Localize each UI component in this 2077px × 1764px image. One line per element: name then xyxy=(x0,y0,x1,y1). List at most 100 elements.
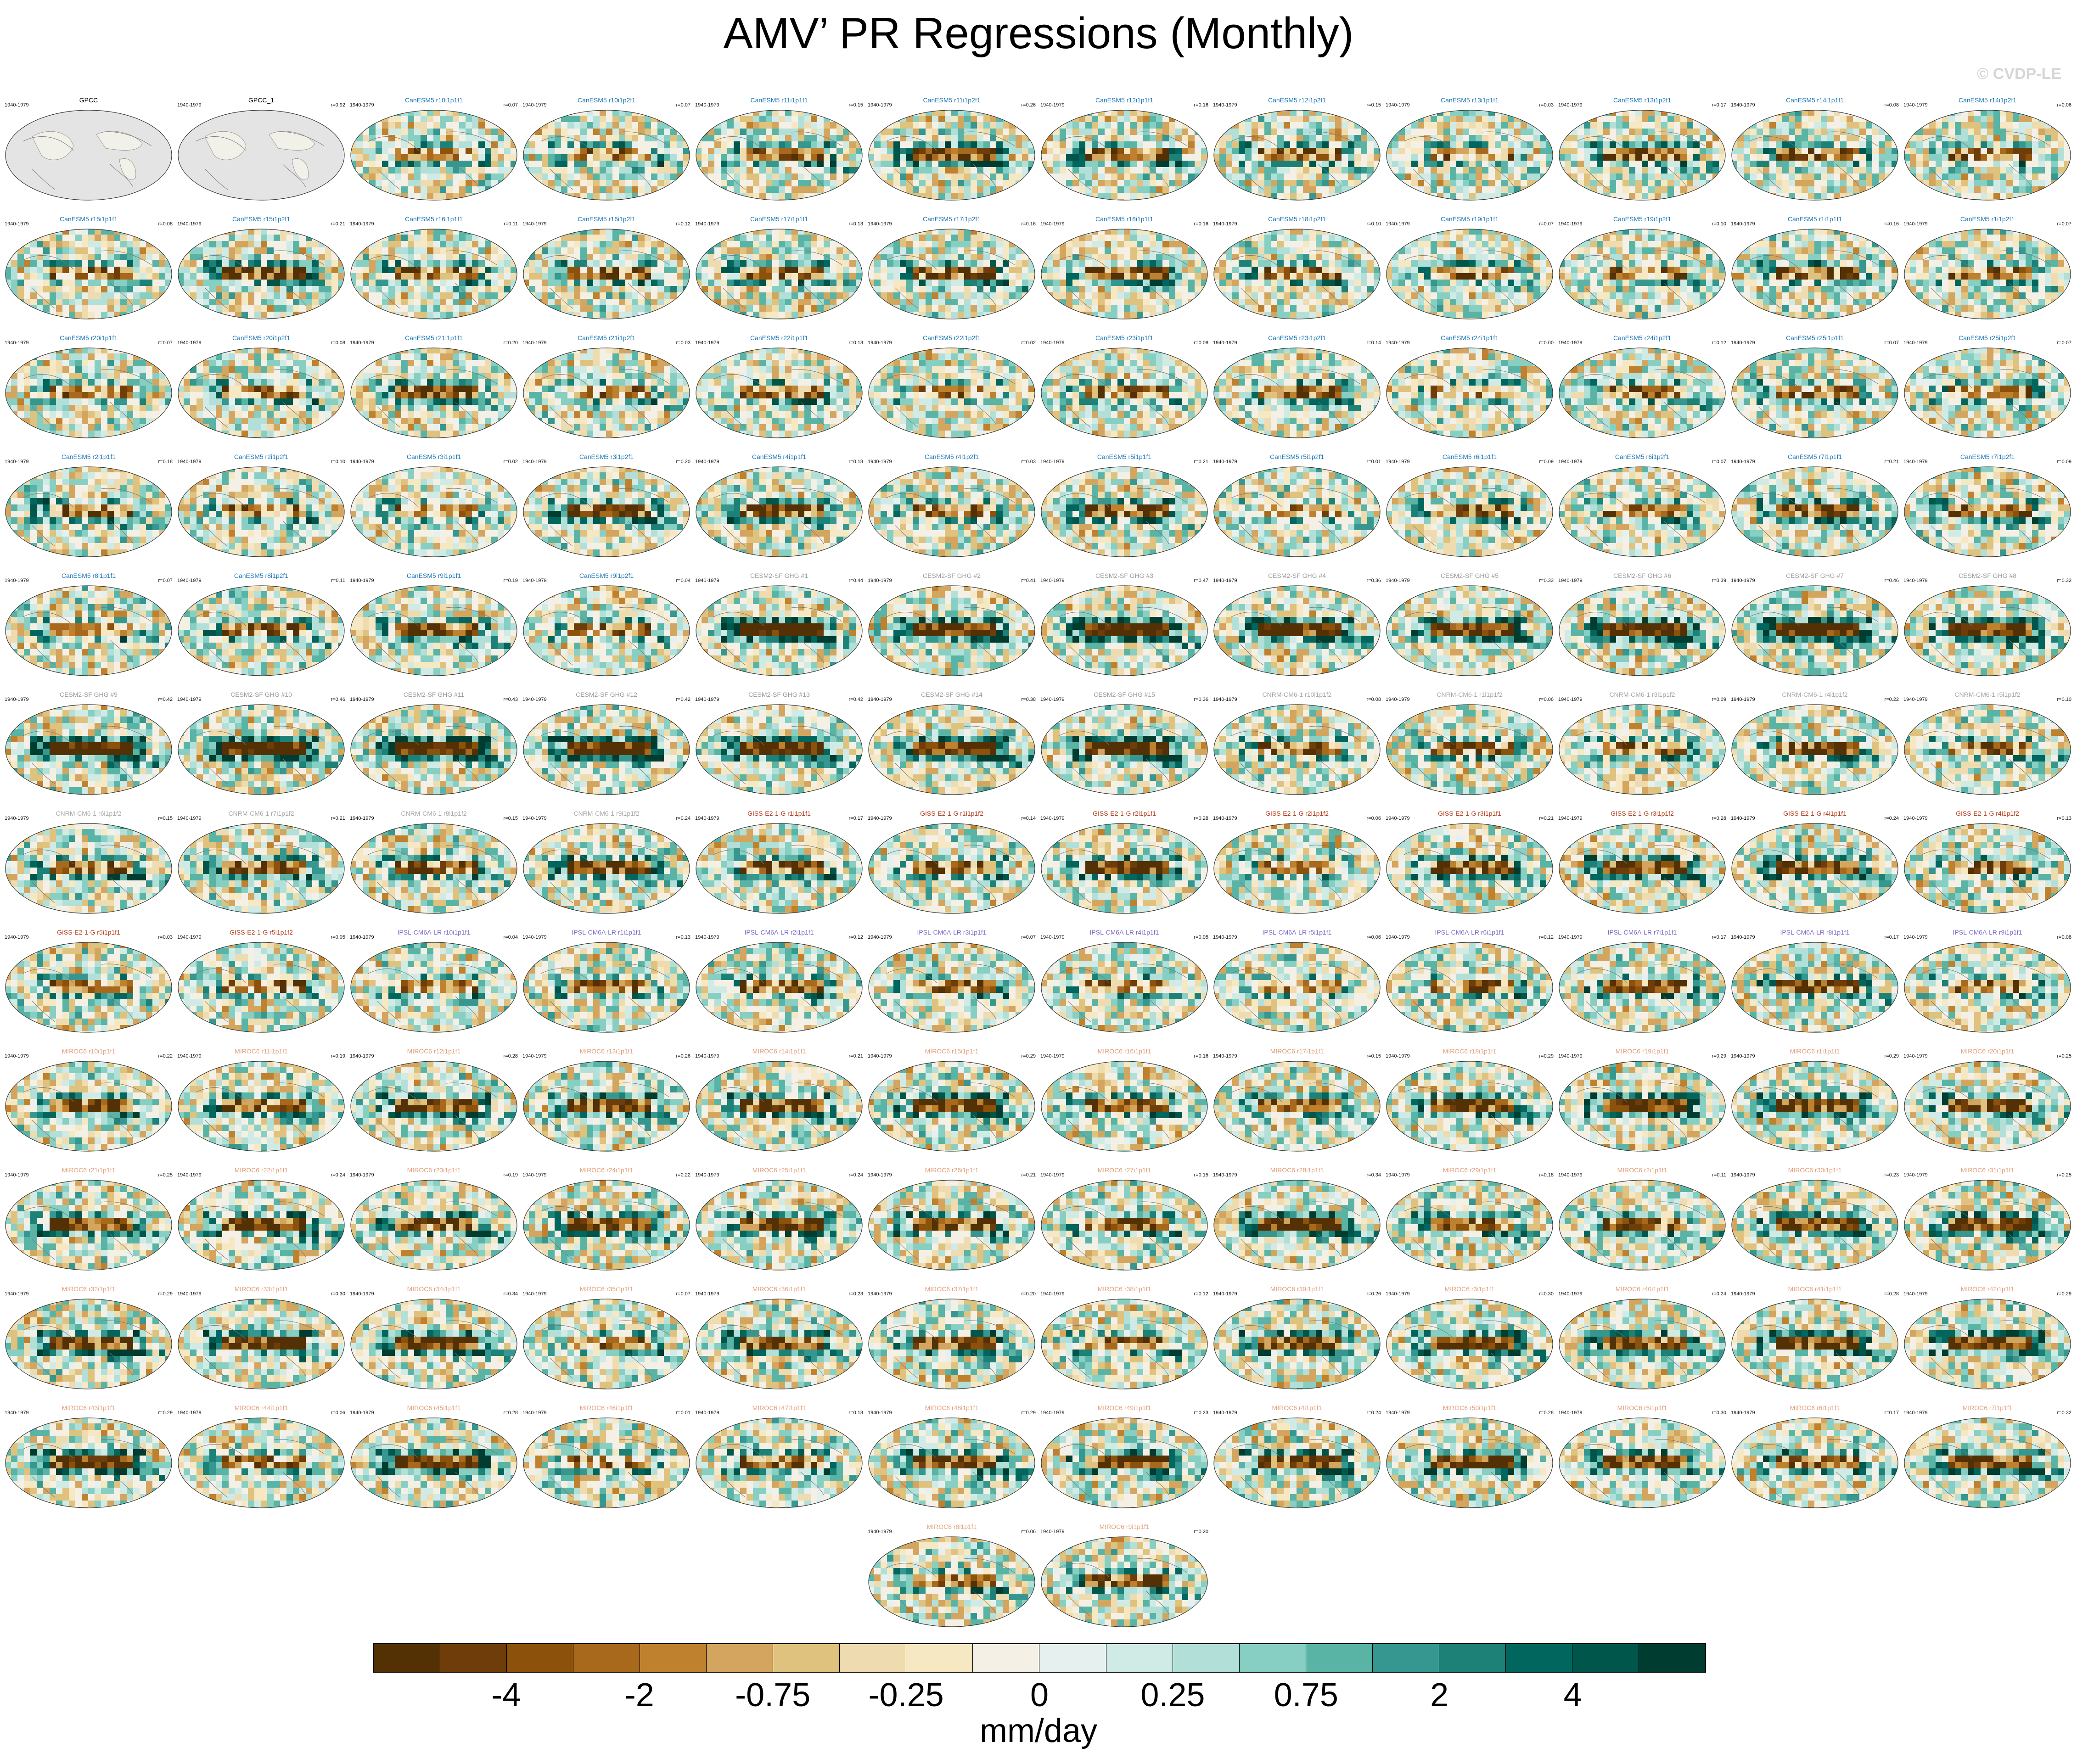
map-panel: CanESM5 r2i1p2f1 1940-1979 r=0.10 xyxy=(177,453,345,559)
panel-title: CanESM5 r25i1p1f1 xyxy=(1731,334,1899,342)
map-panel: GISS-E2-1-G r3i1p1f2 1940-1979 r=0.28 xyxy=(1558,810,1726,915)
regression-map xyxy=(1559,585,1726,676)
map-panel: CESM2-SF GHG #3 1940-1979 r=0.47 xyxy=(1040,572,1208,678)
panel-period: 1940-1979 xyxy=(5,221,29,227)
panel-title: CanESM5 r15i1p1f1 xyxy=(5,215,173,223)
panel-correlation: r=0.15 xyxy=(1367,1053,1381,1059)
map-panel: CanESM5 r15i1p1f1 1940-1979 r=0.08 xyxy=(5,215,173,321)
map-panel: MIROC6 r2i1p1f1 1940-1979 r=0.11 xyxy=(1558,1166,1726,1272)
panel-correlation: r=0.28 xyxy=(1194,816,1209,821)
map-panel: CanESM5 r14i1p1f1 1940-1979 r=0.08 xyxy=(1731,96,1899,202)
panel-correlation: r=0.08 xyxy=(331,340,346,346)
panel-title: MIROC6 r8i1p1f1 xyxy=(868,1523,1036,1530)
regression-map xyxy=(696,942,863,1033)
map-panel: GISS-E2-1-G r4i1p1f2 1940-1979 r=0.13 xyxy=(1903,810,2071,915)
panel-correlation: r=0.20 xyxy=(1194,1529,1209,1534)
map-panel: MIROC6 r47i1p1f1 1940-1979 r=0.18 xyxy=(695,1404,863,1510)
panel-title: IPSL-CM6A-LR r7i1p1f1 xyxy=(1558,929,1726,936)
map-panel: CanESM5 r19i1p1f1 1940-1979 r=0.07 xyxy=(1386,215,1554,321)
map-panel: GISS-E2-1-G r1i1p1f2 1940-1979 r=0.14 xyxy=(868,810,1036,915)
regression-map xyxy=(1904,823,2071,914)
regression-map xyxy=(178,704,345,795)
panel-correlation: r=0.04 xyxy=(676,578,691,583)
panel-period: 1940-1979 xyxy=(350,1291,374,1297)
regression-map xyxy=(350,1299,517,1389)
panel-period: 1940-1979 xyxy=(522,1053,547,1059)
panel-title: IPSL-CM6A-LR r9i1p1f1 xyxy=(1903,929,2071,936)
regression-map xyxy=(1386,1417,1553,1508)
panel-correlation: r=0.10 xyxy=(1367,221,1381,227)
panel-correlation: r=0.24 xyxy=(849,1172,864,1178)
regression-map xyxy=(1041,110,1208,201)
regression-map xyxy=(1386,466,1553,557)
panel-period: 1940-1979 xyxy=(5,578,29,583)
panel-period: 1940-1979 xyxy=(1731,697,1755,702)
regression-map xyxy=(5,942,172,1033)
regression-map xyxy=(178,585,345,676)
map-panel: CanESM5 r19i1p2f1 1940-1979 r=0.10 xyxy=(1558,215,1726,321)
panel-title: MIROC6 r16i1p1f1 xyxy=(1040,1047,1208,1055)
panel-title: CanESM5 r14i1p2f1 xyxy=(1903,96,2071,104)
panel-period: 1940-1979 xyxy=(868,340,892,346)
map-panel: MIROC6 r32i1p1f1 1940-1979 r=0.29 xyxy=(5,1285,173,1391)
regression-map xyxy=(1213,1180,1381,1271)
regression-map xyxy=(868,823,1035,914)
panel-title: IPSL-CM6A-LR r8i1p1f1 xyxy=(1731,929,1899,936)
regression-map xyxy=(178,942,345,1033)
panel-correlation: r=0.13 xyxy=(849,221,864,227)
panel-title: GISS-E2-1-G r4i1p1f2 xyxy=(1903,810,2071,817)
panel-title: CNRM-CM6-1 r3i1p1f2 xyxy=(1558,691,1726,698)
panel-period: 1940-1979 xyxy=(522,935,547,940)
panel-correlation: r=0.10 xyxy=(331,459,346,465)
panel-period: 1940-1979 xyxy=(177,1410,202,1416)
regression-map xyxy=(1213,823,1381,914)
page-title: AMV’ PR Regressions (Monthly) xyxy=(0,8,2077,59)
map-panel: CESM2-SF GHG #2 1940-1979 r=0.41 xyxy=(868,572,1036,678)
panel-period: 1940-1979 xyxy=(522,697,547,702)
panel-title: CanESM5 r19i1p1f1 xyxy=(1386,215,1554,223)
regression-map xyxy=(1904,347,2071,438)
regression-map xyxy=(523,347,690,438)
panel-period: 1940-1979 xyxy=(1213,1053,1237,1059)
panel-title: GISS-E2-1-G r3i1p1f2 xyxy=(1558,810,1726,817)
panel-period: 1940-1979 xyxy=(1040,340,1065,346)
map-panel: MIROC6 r38i1p1f1 1940-1979 r=0.12 xyxy=(1040,1285,1208,1391)
panel-correlation: r=0.08 xyxy=(158,221,173,227)
panel-correlation: r=0.17 xyxy=(1885,1410,1899,1416)
map-panel: IPSL-CM6A-LR r4i1p1f1 1940-1979 r=0.05 xyxy=(1040,929,1208,1034)
panel-title: MIROC6 r30i1p1f1 xyxy=(1731,1166,1899,1174)
panel-title: MIROC6 r43i1p1f1 xyxy=(5,1404,173,1411)
map-panel: CESM2-SF GHG #4 1940-1979 r=0.36 xyxy=(1213,572,1381,678)
regression-map xyxy=(523,1061,690,1152)
panel-correlation: r=0.29 xyxy=(1022,1410,1036,1416)
panel-correlation: r=0.00 xyxy=(1539,340,1554,346)
panel-period: 1940-1979 xyxy=(868,1529,892,1534)
regression-map xyxy=(868,1417,1035,1508)
panel-correlation: r=0.28 xyxy=(1885,1291,1899,1297)
panel-title: MIROC6 r32i1p1f1 xyxy=(5,1285,173,1293)
regression-map xyxy=(696,347,863,438)
panel-correlation: r=0.21 xyxy=(1022,1172,1036,1178)
panel-period: 1940-1979 xyxy=(177,935,202,940)
panel-period: 1940-1979 xyxy=(1386,1053,1410,1059)
panel-title: CESM2-SF GHG #4 xyxy=(1213,572,1381,579)
map-panel: MIROC6 r21i1p1f1 1940-1979 r=0.25 xyxy=(5,1166,173,1272)
regression-map xyxy=(1731,466,1898,557)
map-panel: MIROC6 r17i1p1f1 1940-1979 r=0.15 xyxy=(1213,1047,1381,1153)
panel-period: 1940-1979 xyxy=(1040,697,1065,702)
panel-correlation: r=0.08 xyxy=(1885,102,1899,108)
panel-title: MIROC6 r41i1p1f1 xyxy=(1731,1285,1899,1293)
panel-title: CanESM5 r21i1p1f1 xyxy=(350,334,518,342)
panel-period: 1940-1979 xyxy=(350,221,374,227)
map-panel: MIROC6 r11i1p1f1 1940-1979 r=0.19 xyxy=(177,1047,345,1153)
panel-correlation: r=0.11 xyxy=(504,221,518,227)
panel-correlation: r=0.46 xyxy=(331,697,346,702)
panel-correlation: r=0.23 xyxy=(1194,1410,1209,1416)
panel-period: 1940-1979 xyxy=(1386,1410,1410,1416)
panel-title: CanESM5 r25i1p2f1 xyxy=(1903,334,2071,342)
panel-title: MIROC6 r10i1p1f1 xyxy=(5,1047,173,1055)
panel-period: 1940-1979 xyxy=(868,459,892,465)
panel-title: CESM2-SF GHG #3 xyxy=(1040,572,1208,579)
map-panel: CanESM5 r23i1p2f1 1940-1979 r=0.14 xyxy=(1213,334,1381,440)
panel-period: 1940-1979 xyxy=(1731,1053,1755,1059)
